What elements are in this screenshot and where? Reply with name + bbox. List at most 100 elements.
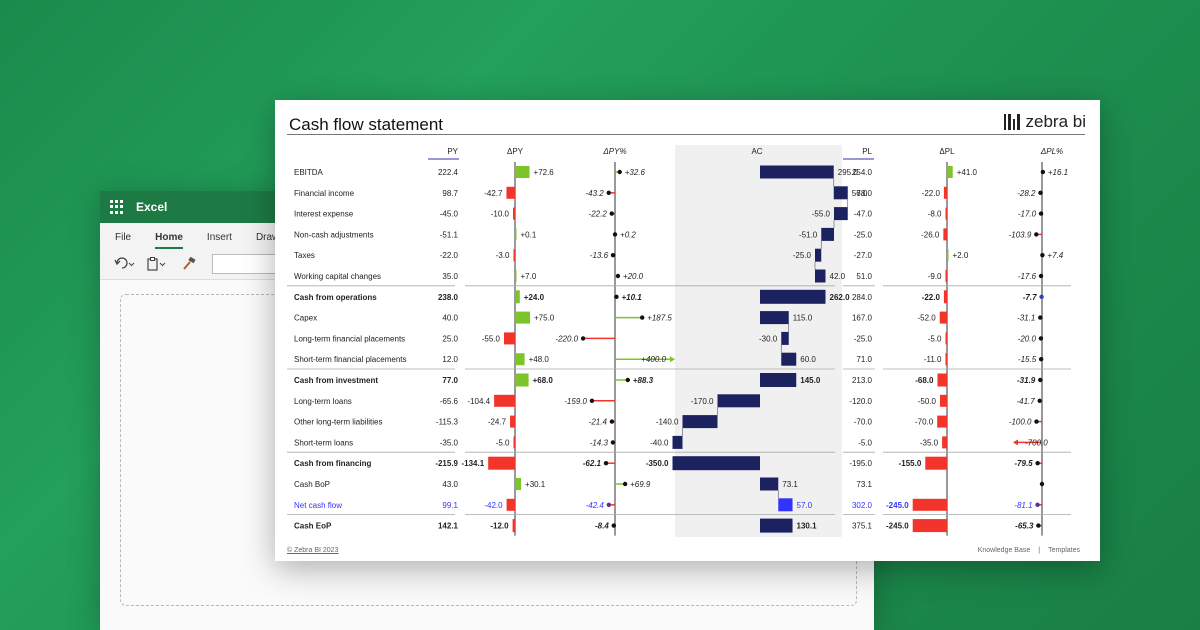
py-value: 25.0: [442, 334, 458, 343]
templates-link[interactable]: Templates: [1048, 547, 1080, 554]
row-label: Cash from financing: [294, 459, 371, 468]
py-value: -65.6: [440, 397, 459, 406]
dpy-bar: [515, 166, 530, 178]
tab-file[interactable]: File: [115, 232, 132, 243]
header-pl: PL: [862, 147, 872, 156]
dpl-bar: [937, 373, 947, 387]
dpy-pct-dot: [609, 211, 614, 216]
dpl-label: -5.0: [928, 334, 942, 343]
dpl-label: -68.0: [915, 376, 934, 385]
dpl-pct-label: -20.0: [1018, 334, 1037, 343]
pl-value: 375.1: [852, 522, 873, 531]
tab-home[interactable]: Home: [155, 232, 183, 249]
dpl-pct-dot: [1034, 232, 1039, 237]
py-value: -22.0: [440, 251, 459, 260]
tab-draw[interactable]: Draw: [255, 232, 280, 243]
app-name: Excel: [136, 200, 168, 214]
py-value: 35.0: [442, 272, 458, 281]
py-value: -51.1: [440, 230, 459, 239]
dpy-pct-dot: [622, 481, 628, 487]
dpl-bar: [925, 456, 947, 470]
dpy-pct-label: +69.9: [630, 480, 651, 489]
dpy-pct-dot: [612, 232, 618, 237]
dpl-bar: [947, 249, 949, 262]
clipboard-icon[interactable]: [144, 253, 170, 275]
dpl-pct-label: -31.1: [1017, 314, 1035, 323]
ac-label: 60.0: [800, 355, 816, 364]
dpl-bar: [945, 207, 947, 220]
dpl-label: -52.0: [917, 314, 936, 323]
py-value: -35.0: [440, 438, 459, 447]
dpy-label: -12.0: [490, 522, 509, 531]
dpy-pct-label: +400.0: [641, 355, 666, 364]
pl-value: -27.0: [854, 251, 873, 260]
ac-bar: [760, 311, 789, 325]
format-painter-icon[interactable]: [176, 253, 202, 275]
row-label: Cash from operations: [294, 293, 377, 302]
row-label: Net cash flow: [294, 501, 342, 510]
row-label: Cash EoP: [294, 522, 332, 531]
dpy-label: +0.1: [521, 230, 537, 239]
dpy-pct-dot: [606, 502, 612, 507]
dpy-pct-label: -13.6: [590, 251, 609, 260]
dpl-pct-dot: [1036, 523, 1041, 528]
ac-bar: [717, 394, 760, 408]
dpl-pct-dot: [1035, 461, 1040, 466]
copyright-link[interactable]: © Zebra BI 2023: [287, 547, 339, 554]
py-value: 142.1: [438, 522, 459, 531]
dpl-pct-label: +7.4: [1047, 251, 1063, 260]
py-value: 222.4: [438, 168, 459, 177]
dpl-label: -155.0: [899, 459, 922, 468]
row-label: Long-term financial placements: [294, 334, 405, 343]
dpy-pct-dot: [610, 440, 616, 445]
py-value: 40.0: [442, 314, 458, 323]
dpl-pct-label: -103.9: [1009, 230, 1032, 239]
ac-label: 145.0: [800, 376, 821, 385]
dpy-label: -5.0: [496, 438, 510, 447]
dpy-pct-dot: [625, 377, 631, 383]
dpy-pct-label: -159.0: [564, 397, 587, 406]
dpy-pct-dot: [580, 336, 586, 341]
row-label: Capex: [294, 314, 317, 323]
py-value: -215.9: [435, 459, 458, 468]
row-label: Cash from investment: [294, 376, 378, 385]
header-dpl: ΔPL: [939, 147, 955, 156]
dpl-label: -22.0: [922, 189, 941, 198]
ac-bar: [834, 207, 848, 221]
ac-bar: [760, 518, 793, 533]
pl-value: -195.0: [849, 459, 872, 468]
dpy-label: +48.0: [529, 355, 550, 364]
ac-label: -40.0: [650, 438, 669, 447]
brand-name: zebra bi: [1025, 112, 1086, 131]
app-launcher-icon[interactable]: [110, 200, 124, 214]
dpy-bar: [515, 353, 525, 366]
dpl-bar: [912, 519, 947, 533]
ac-column-background: [675, 145, 842, 537]
dpl-pct-label: -7.7: [1023, 293, 1037, 302]
dpy-pct-arrow: [670, 356, 675, 363]
dpy-pct-label: -62.1: [583, 459, 602, 468]
dpl-label: -22.0: [922, 293, 941, 302]
dpl-bar: [945, 270, 947, 282]
ac-bar: [821, 227, 834, 241]
dpl-bar: [943, 186, 947, 199]
ac-label: 262.0: [830, 293, 851, 302]
undo-icon[interactable]: [112, 253, 138, 275]
dpy-pct-dot: [614, 294, 619, 299]
ac-bar: [815, 269, 826, 283]
dpl-pct-dot: [1034, 419, 1039, 424]
dpl-pct-label: -28.2: [1017, 189, 1036, 198]
row-label: Short-term loans: [294, 438, 353, 447]
ac-label: -140.0: [656, 418, 679, 427]
pl-value: -25.0: [854, 230, 873, 239]
dpl-pct-dot: [1038, 211, 1044, 216]
dpy-pct-dot: [589, 398, 595, 403]
dpy-bar: [513, 249, 515, 262]
dpl-label: -11.0: [924, 355, 942, 364]
ac-bar: [760, 477, 779, 491]
dpy-bar: [506, 186, 515, 199]
dpy-bar: [515, 311, 530, 324]
knowledge-base-link[interactable]: Knowledge Base: [977, 547, 1031, 554]
ac-label: 115.0: [793, 314, 813, 323]
tab-insert[interactable]: Insert: [206, 232, 232, 243]
